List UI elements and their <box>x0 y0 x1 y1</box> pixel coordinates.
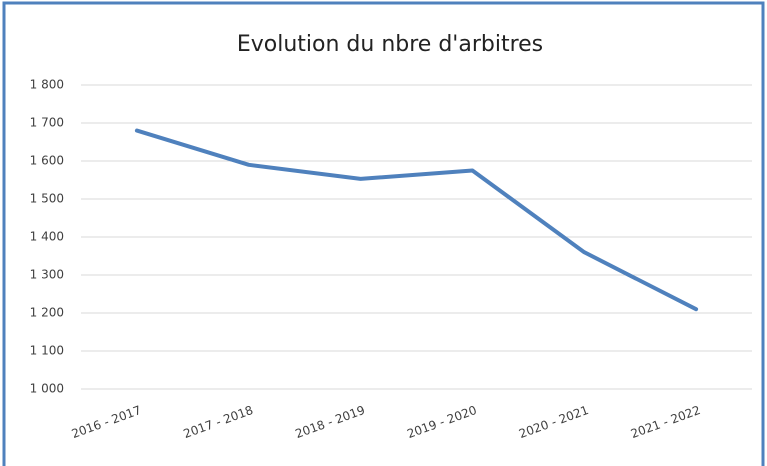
y-tick-label: 1 500 <box>30 192 64 206</box>
y-tick-label: 1 200 <box>30 306 64 320</box>
y-tick-label: 1 600 <box>30 154 64 168</box>
y-tick-label: 1 100 <box>30 344 64 358</box>
y-tick-label: 1 800 <box>30 78 64 92</box>
y-tick-label: 1 400 <box>30 230 64 244</box>
y-tick-label: 1 000 <box>30 382 64 396</box>
y-tick-label: 1 700 <box>30 116 64 130</box>
chart-title: Evolution du nbre d'arbitres <box>237 32 543 57</box>
line-series <box>134 128 699 312</box>
y-tick-label: 1 300 <box>30 268 64 282</box>
